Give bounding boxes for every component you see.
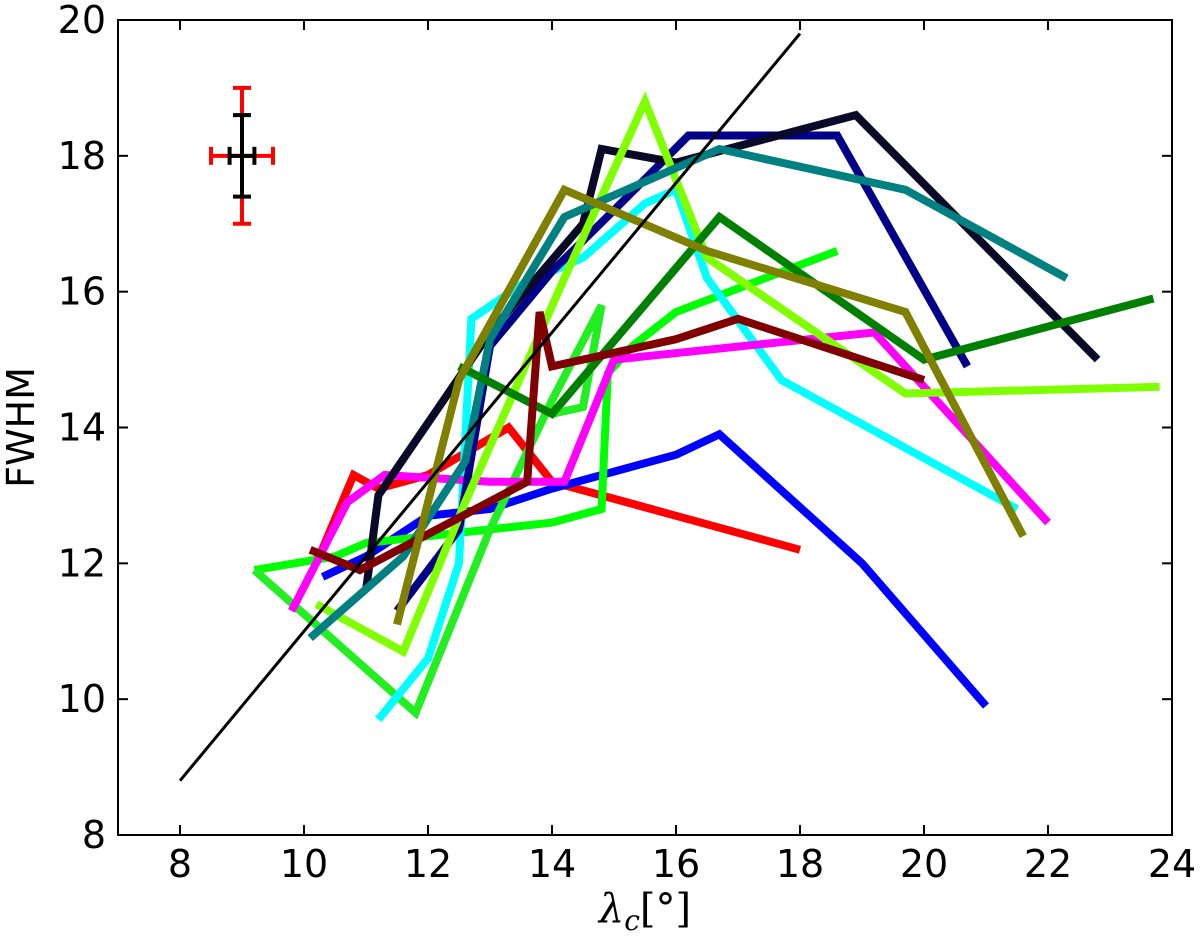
y-axis-label: FWHM <box>0 367 43 488</box>
fit-line-layer <box>178 32 802 782</box>
x-tick-label: 24 <box>1148 842 1196 886</box>
series-layer <box>251 91 1160 723</box>
x-tick-label: 12 <box>404 842 452 886</box>
y-tick-label: 18 <box>58 134 106 178</box>
series-line-4 <box>251 303 606 720</box>
x-tick-label: 18 <box>776 842 824 886</box>
y-tick-label: 12 <box>58 541 106 585</box>
y-tick-label: 8 <box>82 813 106 857</box>
x-tick-label: 10 <box>280 842 328 886</box>
x-tick-label: 16 <box>652 842 700 886</box>
x-axis-label: λc[°] <box>597 886 691 937</box>
x-axis-label-unit: [°] <box>640 886 691 932</box>
series-line-11 <box>457 211 1155 419</box>
series-line-9 <box>314 91 1160 658</box>
x-tick-label: 20 <box>900 842 948 886</box>
error-bar-2 <box>227 113 257 199</box>
y-tick-label: 14 <box>58 406 106 450</box>
y-tick-label: 20 <box>58 0 106 42</box>
x-tick-label: 14 <box>528 842 576 886</box>
x-tick-label: 8 <box>168 842 192 886</box>
y-tick-label: 16 <box>58 270 106 314</box>
plot-frame <box>117 19 1173 836</box>
y-tick-label: 10 <box>58 677 106 721</box>
series-line-13 <box>393 184 1027 626</box>
x-tick-label: 22 <box>1024 842 1072 886</box>
x-axis-label-subscript: c <box>624 904 640 937</box>
error-bar-marker <box>209 85 275 226</box>
series-line-3 <box>253 247 839 575</box>
series-line-8 <box>362 110 1101 592</box>
x-axis-label-symbol: λ <box>597 886 624 932</box>
series-line-5 <box>375 184 1019 723</box>
axis-ticks: 8 10 12 14 16 18 20 22 24 8 10 12 14 16 18 20 <box>58 0 1197 886</box>
fit-line <box>178 32 802 782</box>
